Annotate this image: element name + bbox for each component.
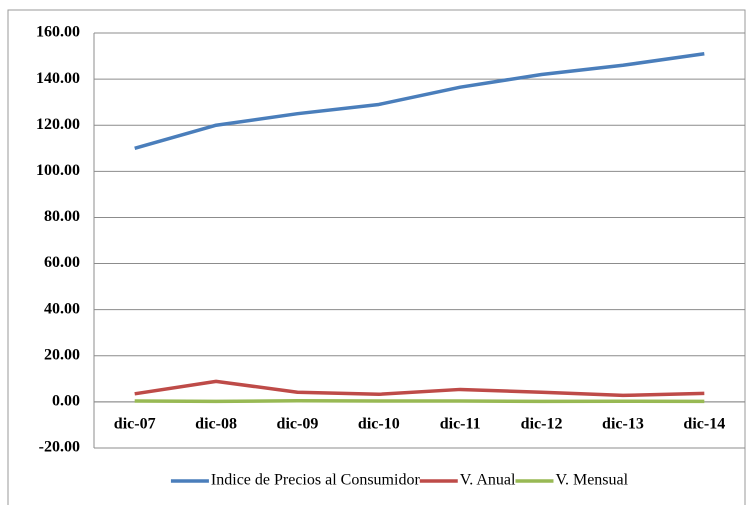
x-tick-label: dic-11 [440,416,481,433]
series-line [134,52,705,150]
y-tick-label: 140.00 [36,70,80,87]
legend-label: Indice de Precios al Consumidor [211,472,421,489]
legend-label: V. Anual [460,472,516,489]
y-tick-label: 20.00 [44,346,80,363]
series-line [134,398,705,404]
legend-label: V. Mensual [555,472,628,489]
y-tick-label: 120.00 [36,116,80,133]
x-tick-label: dic-12 [521,416,563,433]
x-tick-label: dic-08 [195,416,237,433]
y-tick-label: 160.00 [36,24,80,41]
y-tick-label: 0.00 [52,393,80,410]
y-tick-label: -20.00 [39,439,80,456]
x-tick-label: dic-09 [277,416,319,433]
y-tick-label: 80.00 [44,208,80,225]
x-tick-label: dic-07 [114,416,156,433]
y-tick-label: 60.00 [44,254,80,271]
x-tick-label: dic-13 [602,416,644,433]
x-tick-label: dic-10 [358,416,400,433]
chart-border [7,9,746,505]
series-line [134,379,705,398]
y-tick-label: 100.00 [36,162,80,179]
x-tick-label: dic-14 [683,416,725,433]
y-tick-label: 40.00 [44,300,80,317]
